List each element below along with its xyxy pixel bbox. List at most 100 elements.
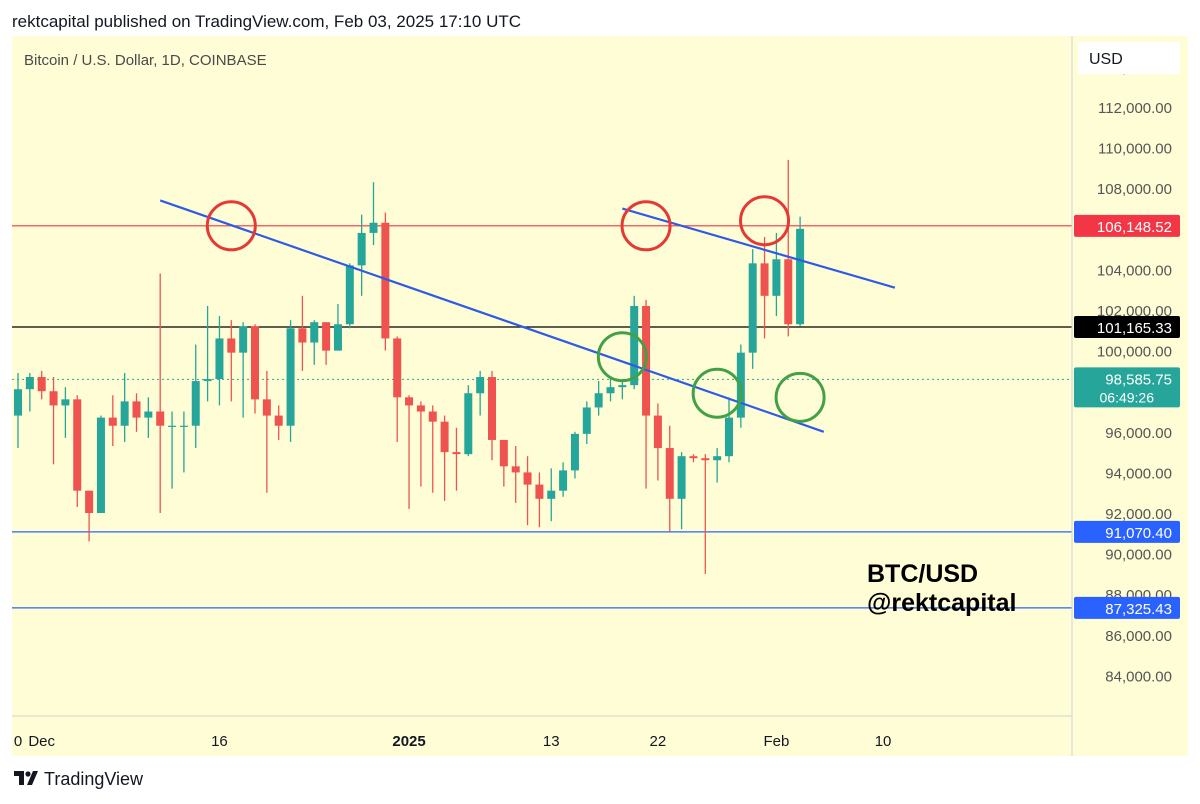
candle [488,370,496,461]
candle [120,372,129,442]
candle-body [476,377,485,394]
candle-body [333,324,342,351]
candle-body [653,415,662,449]
x-tick-label: 22 [650,733,667,750]
candle [653,403,662,481]
candle [511,446,520,503]
candle-body [262,399,271,416]
candle-body [61,399,70,406]
overlay-pair-label: BTC/USD [867,560,978,588]
candle [772,232,781,317]
candle [310,320,319,365]
candle-body [428,411,437,422]
candle [49,377,58,465]
countdown-tag: 06:49:26 [1100,389,1155,405]
candle-body [49,391,58,406]
support-circle [596,331,648,383]
y-tick-label: 96,000.00 [1105,425,1172,442]
tradingview-logo[interactable]: TradingView [14,769,143,790]
candle-body [25,377,34,390]
candle [73,395,82,507]
candle [227,320,236,402]
candle [156,273,165,514]
candle-body [322,322,331,351]
candle [369,182,378,246]
candle [108,395,117,447]
current-price-tag: 98,585.75 [1105,371,1172,388]
candle-body [677,456,686,499]
price-tag: 101,165.33 [1097,320,1172,337]
candle-body [725,417,733,457]
candle-body [760,263,769,296]
currency-box [1078,42,1180,74]
candle [642,299,651,489]
x-tick-label: 0 [14,733,22,750]
candle [239,322,248,418]
resistance-circle [739,195,791,247]
candle [61,387,70,438]
candle [144,397,153,438]
price-tag-bg [1074,214,1180,237]
y-tick-label: 108,000.00 [1097,181,1172,198]
candle-body [179,425,188,427]
x-tick-label: 13 [543,733,560,750]
candle-body [570,433,579,471]
candle [440,415,449,501]
candle-body [85,490,94,514]
x-tick-label: Feb [763,733,789,750]
y-tick-label: 84,000.00 [1105,668,1172,685]
trendline [622,207,896,289]
price-tag-bg [1074,596,1180,619]
plot-area [12,159,1072,609]
x-tick-label: Dec [28,733,55,750]
candle [298,295,307,371]
candle-body [784,259,793,325]
candle [464,385,473,457]
price-tag: 106,148.52 [1097,219,1172,236]
candle [535,472,544,528]
candle [677,452,686,530]
candle-body [582,407,591,434]
price-chart[interactable]: 84,000.0086,000.0088,000.0090,000.0092,0… [12,36,1188,756]
candle-body [168,425,177,427]
candle-body [606,387,615,394]
symbol-title: Bitcoin / U.S. Dollar, 1D, COINBASE [24,52,267,69]
candle [393,336,402,442]
candle [784,159,793,337]
candle [476,370,485,416]
candle [251,324,259,414]
candle [37,370,46,400]
candle [559,462,568,497]
candle-body [452,452,461,455]
x-tick-label: 2025 [392,733,425,750]
candle-body [796,228,805,325]
candle [796,216,805,327]
candle [547,468,556,522]
candle [760,236,769,339]
candle-body [239,326,248,353]
candle-body [203,379,212,382]
candle [274,405,283,440]
candle-body [689,456,698,459]
candle [748,249,757,369]
candle [428,405,437,493]
candle-body [594,393,603,408]
candle-body [108,417,117,426]
candle [665,425,674,532]
candle [322,322,331,365]
candle [85,490,94,542]
candle [630,295,639,390]
candle-body [369,222,378,233]
candle-body [772,259,781,296]
candle-body [274,415,283,426]
candle [570,431,579,479]
candle-body [405,397,414,406]
candle [14,372,22,449]
candle-body [559,470,568,491]
candle [618,381,627,400]
candle-body [227,338,236,353]
candle-body [523,472,532,485]
candle-body [14,389,22,416]
candle [405,395,414,509]
candle [725,397,733,463]
